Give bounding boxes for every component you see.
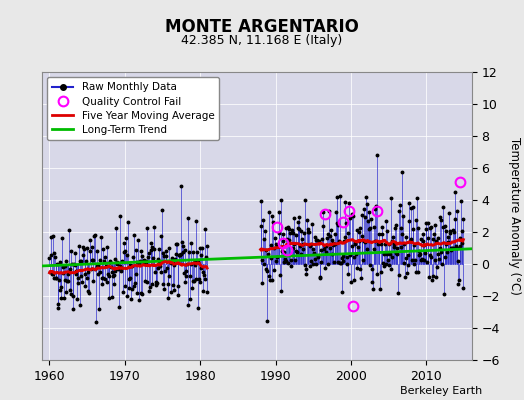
Text: MONTE ARGENTARIO: MONTE ARGENTARIO xyxy=(165,18,359,36)
Y-axis label: Temperature Anomaly (°C): Temperature Anomaly (°C) xyxy=(508,137,521,295)
Text: 42.385 N, 11.168 E (Italy): 42.385 N, 11.168 E (Italy) xyxy=(181,34,343,47)
Legend: Raw Monthly Data, Quality Control Fail, Five Year Moving Average, Long-Term Tren: Raw Monthly Data, Quality Control Fail, … xyxy=(47,77,220,140)
Text: Berkeley Earth: Berkeley Earth xyxy=(400,386,482,396)
